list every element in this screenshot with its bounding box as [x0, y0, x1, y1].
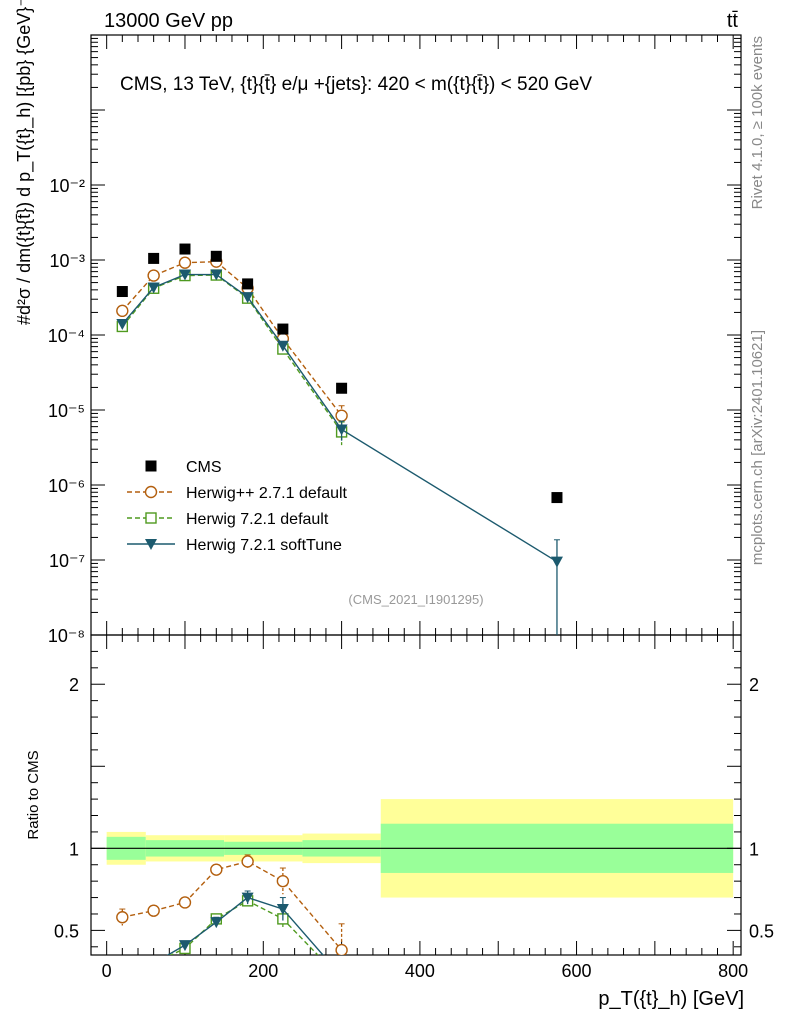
series-point — [147, 269, 160, 282]
ratio-tick-label-right: 0.5 — [749, 921, 774, 941]
y-tick-label: 10⁻³ — [49, 251, 85, 271]
series-point — [276, 340, 289, 352]
legend-marker — [144, 485, 158, 499]
ratio-point — [241, 855, 254, 868]
main-series — [116, 243, 563, 635]
ratio-point — [336, 971, 348, 982]
ratio-panel-frame — [90, 634, 742, 956]
legend-label: Herwig++ 2.7.1 default — [186, 485, 348, 502]
legend-marker — [145, 460, 157, 472]
header-process-label: tt̄ — [727, 10, 739, 32]
series-point — [550, 556, 563, 568]
ratio-point — [241, 892, 254, 904]
y-tick-label: 10⁻⁷ — [49, 551, 85, 571]
ratio-tick-label: 2 — [69, 675, 79, 695]
cms-data-point — [336, 382, 348, 394]
cms-data-point — [179, 243, 191, 255]
series-point — [147, 282, 160, 294]
ratio-series — [116, 854, 563, 995]
ratio-point — [116, 958, 128, 969]
series-point — [241, 292, 254, 304]
cms-data-point — [148, 252, 160, 264]
ratio-point — [276, 874, 290, 888]
x-tick-label: 400 — [405, 961, 435, 981]
x-tick-label: 800 — [718, 961, 748, 981]
legend-label: CMS — [186, 459, 222, 476]
series-point — [116, 319, 129, 331]
rivet-version-label: Rivet 4.1.0, ≥ 100k events — [749, 36, 766, 209]
cms-data-point — [277, 323, 289, 335]
ratio-point — [149, 958, 159, 968]
legend-marker — [145, 539, 157, 550]
cms-data-point — [210, 250, 222, 262]
x-axis-label: p_T({t}_h) [GeV] — [598, 988, 744, 1010]
ratio-point — [551, 984, 563, 995]
series-point — [210, 269, 223, 281]
main-axes: 10⁻⁸ 10⁻⁷ 10⁻⁶ 10⁻⁵ 10⁻⁴ 10⁻³ 10⁻² — [48, 34, 741, 646]
legend-label: Herwig 7.2.1 softTune — [186, 537, 342, 554]
legend-marker — [145, 512, 157, 524]
ratio-point — [148, 958, 160, 969]
series-point — [116, 304, 129, 318]
ratio-tick-label-right: 2 — [749, 675, 759, 695]
x-tick-label: 0 — [102, 961, 112, 981]
ratio-point — [147, 904, 160, 917]
series-point — [178, 269, 191, 281]
cms-data-point — [116, 286, 128, 298]
y-tick-label: 10⁻⁴ — [48, 326, 85, 346]
ratio-line-3 — [166, 896, 324, 955]
y-axis-label: #d²σ / dm({t}{t̄}) d p_T({t}_h) [{pb} {G… — [14, 0, 35, 325]
x-tick-label: 600 — [562, 961, 592, 981]
header-energy-label: 13000 GeV pp — [104, 10, 233, 32]
chart-title: CMS, 13 TeV, {t}{t̄} e/μ +{jets}: 420 < … — [120, 74, 592, 95]
ratio-point — [337, 975, 347, 985]
legend-label: Herwig 7.2.1 default — [186, 511, 329, 528]
series-point — [335, 409, 348, 422]
ratio-point — [335, 943, 348, 955]
series-point — [178, 256, 192, 269]
ratio-tick-label: 1 — [69, 839, 79, 859]
cms-data-point — [242, 278, 254, 290]
series-line-3 — [121, 273, 558, 563]
ratio-y-axis-label: Ratio to CMS — [25, 750, 42, 839]
ratio-point — [178, 940, 191, 952]
ratio-point — [210, 863, 223, 876]
legend: CMS Herwig++ 2.7.1 default Herwig 7.2.1 de… — [127, 459, 348, 554]
series-point — [335, 424, 348, 436]
analysis-watermark: (CMS_2021_I1901295) — [348, 592, 483, 607]
y-tick-label: 10⁻⁵ — [48, 401, 85, 421]
ratio-point — [276, 904, 289, 916]
ratio-uncertainty-bands — [91, 799, 741, 898]
y-tick-label: 10⁻² — [49, 176, 85, 196]
y-tick-label: 10⁻⁶ — [48, 476, 85, 496]
ratio-point — [210, 917, 223, 929]
ratio-tick-label: 0.5 — [54, 921, 79, 941]
ratio-tick-label-right: 1 — [749, 839, 759, 859]
ratio-point — [116, 911, 129, 924]
mcplots-label: mcplots.cern.ch [arXiv:2401.10621] — [749, 330, 766, 565]
y-tick-label: 10⁻⁸ — [48, 626, 85, 646]
cms-data-point — [551, 492, 563, 504]
x-tick-label: 200 — [248, 961, 278, 981]
ratio-point — [178, 896, 192, 909]
series-line-2 — [121, 274, 343, 433]
ratio-point — [117, 958, 127, 968]
